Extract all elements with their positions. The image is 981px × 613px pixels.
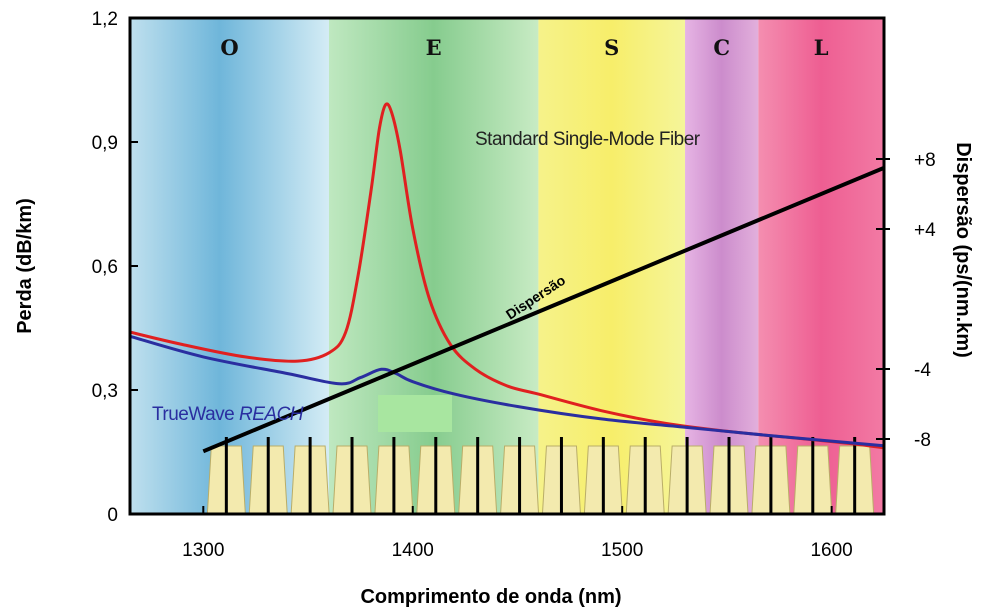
x-tick-label: 1300 [182, 540, 224, 561]
data-series [130, 102, 884, 454]
band-s [538, 18, 686, 514]
y-axis-title: Perda (dB/km) [14, 198, 36, 334]
y2-tick-label: -4 [914, 360, 931, 381]
band-l [758, 18, 884, 514]
band-label-l: L [814, 35, 829, 60]
y-tick-label: 0 [107, 505, 118, 526]
annotation-truewave-italic: REACH [239, 404, 304, 425]
series-loss-blue [130, 334, 884, 448]
y-tick-label: 0,3 [92, 381, 118, 402]
band-label-o: O [220, 35, 238, 60]
annotation-ssmf: Standard Single-Mode Fiber [475, 129, 701, 150]
annotation-truewave-prefix: TrueWave [152, 404, 239, 425]
series-dispersion [202, 165, 884, 454]
x-tick-label: 1400 [392, 540, 434, 561]
y-tick-label: 0,6 [92, 257, 118, 278]
y2-tick-label: +8 [914, 150, 936, 171]
channel-grid [206, 437, 875, 514]
band-label-s: S [604, 35, 619, 60]
y2-tick-label: -8 [914, 430, 931, 451]
band-label-c: C [713, 35, 730, 60]
y-tick-label: 1,2 [92, 9, 118, 30]
y2-tick-label: +4 [914, 220, 936, 241]
axes: 1300 1400 1500 1600 0 0,3 0,6 0,9 1,2 -8 -4 +4 +8 [92, 9, 937, 561]
y2-axis-title: Dispersão (ps/(nm.km) [952, 142, 974, 358]
band-o [130, 18, 329, 514]
annotation-truewave: TrueWave REACH [152, 404, 304, 425]
band-label-e: E [426, 35, 442, 60]
y-tick-label: 0,9 [92, 133, 118, 154]
x-axis-title: Comprimento de onda (nm) [360, 586, 621, 608]
x-tick-label: 1600 [810, 540, 852, 561]
x-tick-label: 1500 [601, 540, 643, 561]
truewave-highlight [378, 395, 452, 432]
series-loss-red [130, 102, 884, 450]
band-c [685, 18, 759, 514]
